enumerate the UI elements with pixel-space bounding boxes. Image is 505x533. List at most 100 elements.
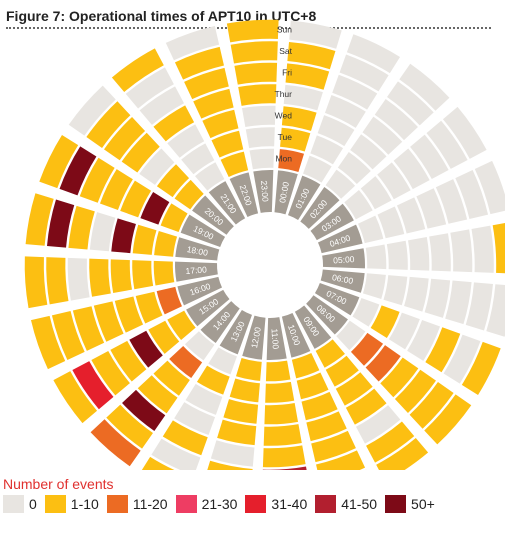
heat-cell: [357, 215, 384, 244]
hour-segment: [192, 195, 234, 235]
heat-cell: [396, 197, 426, 234]
heat-cell: [407, 319, 441, 361]
heat-cell: [169, 345, 203, 379]
heat-cell: [121, 132, 160, 173]
heat-cell: [461, 341, 501, 396]
heat-cell: [139, 148, 175, 185]
heat-cell: [280, 127, 311, 152]
hour-segment: [281, 312, 311, 358]
hour-segment: [320, 269, 365, 293]
heat-cell: [174, 46, 224, 80]
hour-segment: [317, 224, 363, 254]
heat-cell: [394, 369, 436, 413]
heat-cell: [53, 371, 98, 424]
legend-label: 1-10: [70, 496, 99, 512]
heat-cell: [370, 305, 400, 339]
heat-cell: [193, 88, 234, 119]
heat-cell: [185, 383, 223, 415]
heat-cell: [47, 199, 75, 248]
hour-label: 11:00: [270, 328, 281, 350]
day-label: Thur: [275, 89, 293, 99]
legend-swatch: [315, 495, 337, 513]
heat-cell: [245, 127, 275, 149]
heat-cell: [181, 143, 215, 175]
heat-cell: [46, 257, 69, 305]
heat-cell: [287, 42, 336, 70]
heat-cell: [345, 388, 387, 425]
heat-cell: [141, 456, 175, 470]
heat-cell: [156, 164, 190, 198]
heat-cell: [429, 233, 451, 272]
heat-cell: [325, 169, 356, 199]
heat-cell: [25, 193, 54, 246]
heat-cell: [59, 146, 97, 196]
hour-label: 17:00: [185, 264, 207, 276]
heat-cell: [443, 334, 481, 384]
hour-segment: [175, 261, 218, 282]
heat-cell: [386, 240, 408, 270]
heat-cell: [140, 191, 170, 225]
heat-cell: [289, 20, 342, 49]
heat-cell: [265, 360, 291, 382]
hour-label: 18:00: [186, 244, 209, 258]
heat-cell: [72, 306, 105, 351]
legend-item: 1-10: [44, 495, 99, 513]
heat-cell: [24, 256, 48, 309]
heat-cell: [139, 86, 185, 125]
heat-cell: [306, 411, 347, 442]
heat-cell: [129, 330, 163, 368]
hour-segment: [274, 170, 298, 215]
legend-item: 41-50: [315, 495, 377, 513]
heat-cell: [93, 301, 124, 342]
hour-segment: [300, 187, 340, 229]
hour-segment: [242, 315, 266, 360]
heat-cell: [208, 347, 237, 375]
heat-cell: [217, 419, 257, 446]
heat-cell: [377, 162, 411, 200]
heat-cell: [229, 378, 260, 403]
heat-cell: [360, 176, 392, 210]
heat-cell: [263, 424, 302, 446]
heat-cell: [86, 101, 131, 148]
radial-heatmap-chart: 00:00 01:0002:0003:0004:0005:0006:0007:00…: [24, 19, 505, 470]
heat-cell: [132, 260, 154, 290]
hour-segment: [288, 175, 321, 221]
heat-cell: [30, 315, 66, 370]
heat-cell: [195, 162, 225, 191]
heat-cell: [285, 63, 330, 90]
heat-cell: [365, 244, 387, 270]
heat-cell: [324, 94, 366, 128]
heat-cell: [111, 48, 164, 93]
day-label: Sun: [277, 24, 292, 34]
heat-cell: [339, 54, 389, 92]
heat-cell: [310, 135, 344, 165]
heat-cell: [154, 230, 178, 257]
heat-cell: [442, 106, 487, 159]
day-label: Fri: [282, 67, 292, 77]
heat-cell: [153, 105, 195, 142]
heat-cell: [383, 275, 408, 306]
legend-item: 0: [3, 495, 37, 513]
hour-label: 23:00: [259, 180, 271, 202]
heat-cell: [67, 257, 90, 301]
heat-cell: [344, 190, 373, 220]
heat-cell: [425, 327, 461, 373]
hour-label: 00:00: [277, 181, 291, 204]
heat-cell: [350, 134, 387, 170]
heat-cell: [211, 130, 244, 158]
heat-cell: [265, 381, 295, 403]
heat-cell: [352, 298, 380, 327]
heat-cell: [337, 151, 371, 185]
heat-cell: [291, 352, 320, 379]
chart-title: Figure 7: Operational times of APT10 in …: [6, 8, 317, 24]
hour-label: 06:00: [331, 272, 354, 286]
heat-cell: [160, 203, 188, 232]
heat-cell: [335, 372, 373, 406]
heat-cell: [399, 63, 450, 111]
legend-swatch: [3, 495, 24, 513]
heat-cell: [89, 212, 116, 252]
hour-segment: [208, 181, 246, 225]
heat-cell: [114, 296, 144, 333]
heat-cell: [264, 403, 299, 425]
heat-cell: [79, 157, 115, 203]
